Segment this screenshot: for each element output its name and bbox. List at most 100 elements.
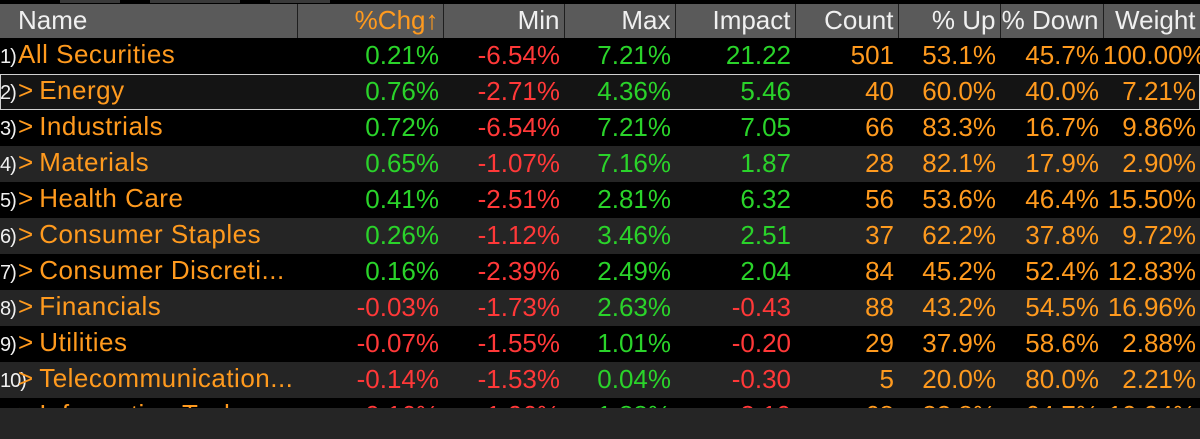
cell-chg: 0.76% xyxy=(297,73,443,110)
row-name-cell[interactable]: 9)> Utilities xyxy=(0,325,297,362)
table-row[interactable]: 3)> Industrials 0.72% -6.54% 7.21% 7.05 66 83.3… xyxy=(0,109,1200,146)
cell-weight: 2.21% xyxy=(1103,361,1200,398)
cell-up: 43.2% xyxy=(898,289,1000,326)
cell-down: 40.0% xyxy=(1000,73,1103,110)
cell-weight: 15.50% xyxy=(1103,181,1200,218)
cell-max: 7.21% xyxy=(564,37,675,74)
sector-name: All Securities xyxy=(18,38,176,69)
cell-chg: 0.21% xyxy=(297,37,443,74)
row-number: 2) xyxy=(0,81,17,104)
table-row[interactable]: 5)> Health Care 0.41% -2.51% 2.81% 6.32 56 53.6… xyxy=(0,181,1200,218)
sector-name: Industrials xyxy=(39,110,164,141)
column-header-chg[interactable]: %Chg↑ xyxy=(297,4,444,38)
cell-weight: 7.21% xyxy=(1103,73,1200,110)
expand-chevron-icon[interactable]: > xyxy=(18,254,34,285)
row-name-cell[interactable]: 2)> Energy xyxy=(0,73,297,110)
cell-min: -2.39% xyxy=(443,253,564,290)
cell-up: 62.2% xyxy=(898,217,1000,254)
cell-weight: 9.86% xyxy=(1103,109,1200,146)
cell-weight: 2.90% xyxy=(1103,145,1200,182)
cell-impact: 21.22 xyxy=(675,37,795,74)
cell-down: 80.0% xyxy=(1000,361,1103,398)
sector-table: Name %Chg↑ Min Max Impact Count % Up % D… xyxy=(0,4,1200,434)
sector-name: Financials xyxy=(39,290,162,321)
column-header-pct-up[interactable]: % Up xyxy=(898,4,1001,38)
table-row[interactable]: 6)> Consumer Staples 0.26% -1.12% 3.46% 2.51 3… xyxy=(0,217,1200,254)
expand-chevron-icon[interactable]: > xyxy=(18,326,34,357)
cell-max: 2.81% xyxy=(564,181,675,218)
column-header-pct-down[interactable]: % Down xyxy=(1000,4,1104,38)
table-row[interactable]: 10)> Telecommunication... -0.14% -1.53% 0.04… xyxy=(0,361,1200,398)
cell-down: 16.7% xyxy=(1000,109,1103,146)
row-name-cell[interactable]: 1)All Securities xyxy=(0,37,297,74)
cell-min: -2.51% xyxy=(443,181,564,218)
cell-down: 17.9% xyxy=(1000,145,1103,182)
expand-chevron-icon[interactable]: > xyxy=(18,362,34,393)
cell-chg: -0.14% xyxy=(297,361,443,398)
sector-name: Telecommunication... xyxy=(39,362,294,393)
cell-count: 29 xyxy=(795,325,898,362)
column-header-max[interactable]: Max xyxy=(564,4,676,38)
cell-up: 53.6% xyxy=(898,181,1000,218)
cell-count: 5 xyxy=(795,361,898,398)
column-header-impact[interactable]: Impact xyxy=(675,4,796,38)
expand-chevron-icon[interactable]: > xyxy=(18,146,34,177)
cell-impact: 5.46 xyxy=(675,73,795,110)
cell-max: 4.36% xyxy=(564,73,675,110)
cell-up: 20.0% xyxy=(898,361,1000,398)
row-name-cell[interactable]: 3)> Industrials xyxy=(0,109,297,146)
row-name-cell[interactable]: 8)> Financials xyxy=(0,289,297,326)
cell-weight: 2.88% xyxy=(1103,325,1200,362)
table-row[interactable]: 8)> Financials -0.03% -1.73% 2.63% -0.43 88 43.… xyxy=(0,289,1200,326)
cell-impact: -0.43 xyxy=(675,289,795,326)
column-header-weight[interactable]: Weight xyxy=(1103,4,1200,38)
cell-min: -1.73% xyxy=(443,289,564,326)
cell-impact: 1.87 xyxy=(675,145,795,182)
column-header-name[interactable]: Name xyxy=(0,4,298,38)
sector-name: Health Care xyxy=(39,182,184,213)
cell-impact: -0.30 xyxy=(675,361,795,398)
column-header-count[interactable]: Count xyxy=(795,4,899,38)
table-row[interactable]: 4)> Materials 0.65% -1.07% 7.16% 1.87 28 82.1% 1… xyxy=(0,145,1200,182)
cell-count: 56 xyxy=(795,181,898,218)
cell-max: 3.46% xyxy=(564,217,675,254)
table-row[interactable]: 7)> Consumer Discreti... 0.16% -2.39% 2.49% 2… xyxy=(0,253,1200,290)
table-header-row: Name %Chg↑ Min Max Impact Count % Up % D… xyxy=(0,4,1200,38)
cell-weight: 9.72% xyxy=(1103,217,1200,254)
row-name-cell[interactable]: 4)> Materials xyxy=(0,145,297,182)
cell-count: 66 xyxy=(795,109,898,146)
row-number: 9) xyxy=(0,333,17,356)
table-row[interactable]: 1)All Securities 0.21% -6.54% 7.21% 21.22 501… xyxy=(0,37,1200,74)
cell-max: 2.49% xyxy=(564,253,675,290)
row-name-cell[interactable]: 7)> Consumer Discreti... xyxy=(0,253,297,290)
row-number: 6) xyxy=(0,225,17,248)
expand-chevron-icon[interactable]: > xyxy=(18,74,34,105)
sector-name: Utilities xyxy=(39,326,128,357)
cell-up: 53.1% xyxy=(898,37,1000,74)
cell-weight: 16.96% xyxy=(1103,289,1200,326)
expand-chevron-icon[interactable]: > xyxy=(18,218,34,249)
cell-up: 45.2% xyxy=(898,253,1000,290)
sort-ascending-icon: ↑ xyxy=(425,5,439,36)
cell-chg: -0.03% xyxy=(297,289,443,326)
cell-down: 37.8% xyxy=(1000,217,1103,254)
expand-chevron-icon[interactable]: > xyxy=(18,182,34,213)
table-row[interactable]: 2)> Energy 0.76% -2.71% 4.36% 5.46 40 60.0% 40.0… xyxy=(0,73,1200,110)
cell-down: 45.7% xyxy=(1000,37,1103,74)
row-name-cell[interactable]: 5)> Health Care xyxy=(0,181,297,218)
row-number: 7) xyxy=(0,261,17,284)
cell-count: 37 xyxy=(795,217,898,254)
cell-max: 0.04% xyxy=(564,361,675,398)
expand-chevron-icon[interactable]: > xyxy=(18,110,34,141)
expand-chevron-icon[interactable]: > xyxy=(18,290,34,321)
column-header-min[interactable]: Min xyxy=(443,4,565,38)
row-number: 5) xyxy=(0,189,17,212)
row-name-cell[interactable]: 10)> Telecommunication... xyxy=(0,361,297,398)
sector-name: Energy xyxy=(39,74,125,105)
cell-down: 58.6% xyxy=(1000,325,1103,362)
cell-chg: 0.41% xyxy=(297,181,443,218)
table-row[interactable]: 9)> Utilities -0.07% -1.55% 1.01% -0.20 29 37.9… xyxy=(0,325,1200,362)
cell-up: 60.0% xyxy=(898,73,1000,110)
cell-chg: 0.72% xyxy=(297,109,443,146)
row-name-cell[interactable]: 6)> Consumer Staples xyxy=(0,217,297,254)
